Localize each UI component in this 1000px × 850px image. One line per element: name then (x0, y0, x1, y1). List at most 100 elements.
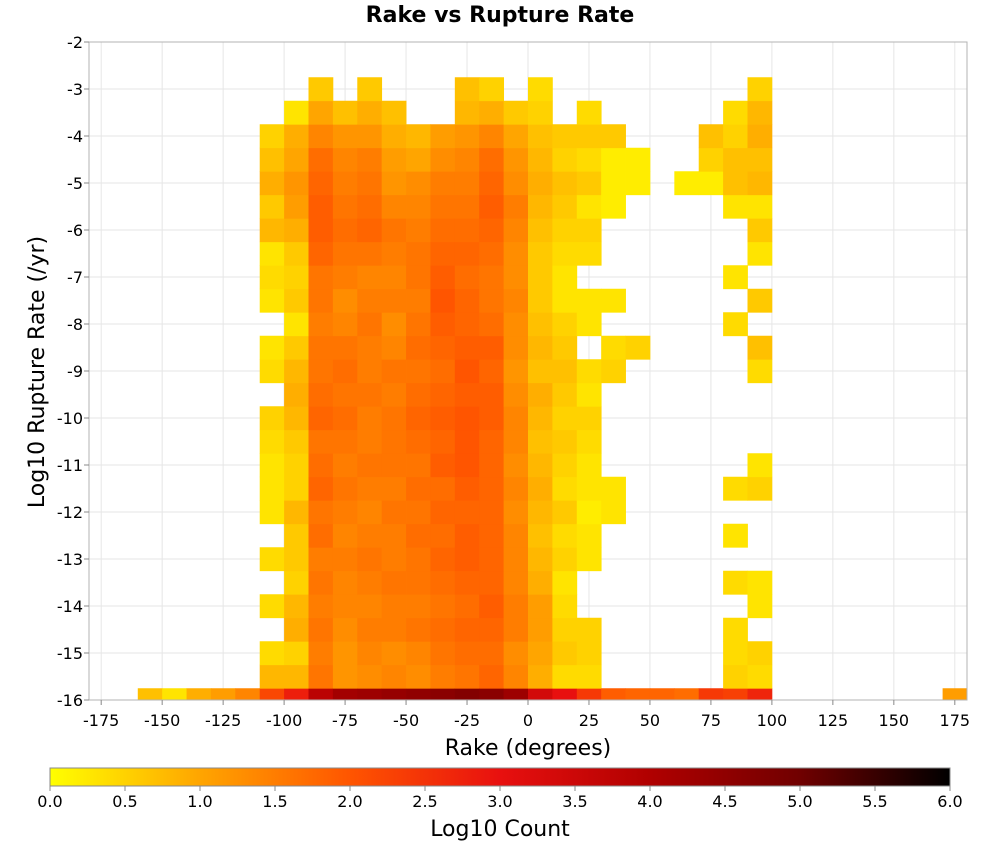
heatmap-cell (552, 218, 578, 243)
heatmap-cell (406, 476, 431, 501)
heatmap-cell (503, 288, 529, 313)
heatmap-cell (406, 147, 431, 172)
heatmap-cell (406, 406, 431, 431)
heatmap-cell (454, 288, 480, 313)
heatmap-cell (430, 500, 456, 525)
heatmap-cell (381, 171, 407, 196)
heatmap-cell (503, 641, 529, 666)
heatmap-cell (235, 688, 261, 701)
y-tick-label: -4 (67, 127, 83, 146)
heatmap-cell (625, 335, 651, 360)
heatmap-cell (381, 218, 407, 243)
heatmap-cell (454, 547, 480, 572)
heatmap-cell (528, 476, 553, 501)
heatmap-cell (259, 194, 285, 219)
heatmap-cell (454, 241, 480, 266)
heatmap-cell (284, 218, 309, 243)
y-tick-label: -5 (67, 174, 83, 193)
heatmap-cell (503, 335, 529, 360)
heatmap-cell (479, 77, 505, 102)
heatmap-cell (406, 570, 431, 595)
heatmap-cell (479, 500, 505, 525)
heatmap-cell (503, 171, 529, 196)
heatmap-cell (332, 171, 358, 196)
heatmap-cell (381, 617, 407, 642)
heatmap-cell (479, 241, 505, 266)
heatmap-cell (381, 335, 407, 360)
heatmap-cell (381, 664, 407, 689)
heatmap-cell (284, 500, 309, 525)
heatmap-cell (406, 523, 431, 548)
heatmap-cell (503, 241, 529, 266)
heatmap-cell (381, 688, 407, 701)
heatmap-cell (528, 77, 553, 102)
heatmap-cell (381, 100, 407, 125)
heatmap-cell (332, 641, 358, 666)
heatmap-cell (528, 100, 553, 125)
heatmap-cell (308, 641, 334, 666)
heatmap-cell (479, 147, 505, 172)
heatmap-cell (479, 194, 505, 219)
heatmap-cell (576, 688, 602, 701)
heatmap-cell (308, 194, 334, 219)
heatmap-cell (479, 218, 505, 243)
heatmap-cell (528, 241, 553, 266)
heatmap-cell (259, 500, 285, 525)
heatmap-cell (479, 359, 505, 384)
heatmap-cell (576, 523, 602, 548)
heatmap-cell (747, 194, 773, 219)
heatmap-cell (430, 124, 456, 149)
heatmap-cell (357, 570, 383, 595)
heatmap-cell (454, 500, 480, 525)
heatmap-cell (503, 453, 529, 478)
heatmap-cell (723, 523, 748, 548)
heatmap-cell (381, 429, 407, 454)
heatmap-cell (723, 100, 748, 125)
heatmap-cell (308, 476, 334, 501)
heatmap-cell (503, 594, 529, 619)
heatmap-cell (406, 594, 431, 619)
heatmap-cell (454, 406, 480, 431)
heatmap-cell (284, 641, 309, 666)
heatmap-cell (332, 429, 358, 454)
heatmap-cell (747, 288, 773, 313)
heatmap-cell (601, 171, 626, 196)
y-axis-ticks: -2 -3 -4 -5 -6 -7 -8 -9 -10 -11 -12 -13 -14 -15 -16 (57, 33, 89, 710)
heatmap-cell (454, 359, 480, 384)
chart-title: Rake vs Rupture Rate (366, 3, 635, 28)
y-tick-label: -10 (57, 409, 83, 428)
heatmap-cell (406, 453, 431, 478)
heatmap-cell (430, 359, 456, 384)
heatmap-cell (479, 547, 505, 572)
colorbar-label: Log10 Count (430, 817, 570, 842)
heatmap-cell (942, 688, 968, 701)
heatmap-cell (284, 359, 309, 384)
heatmap-cell (284, 382, 309, 407)
heatmap-cell (576, 664, 602, 689)
heatmap-cell (332, 100, 358, 125)
x-tick-label: 175 (940, 711, 971, 730)
heatmap-cell (259, 594, 285, 619)
heatmap-cell (576, 218, 602, 243)
heatmap-cell (479, 594, 505, 619)
heatmap-cell (576, 312, 602, 337)
heatmap-cell (332, 664, 358, 689)
heatmap-cell (454, 594, 480, 619)
heatmap-cell (601, 359, 626, 384)
heatmap-cell (332, 124, 358, 149)
heatmap-cell (528, 500, 553, 525)
heatmap-cell (528, 570, 553, 595)
heatmap-cell (552, 124, 578, 149)
heatmap-cell (406, 429, 431, 454)
y-tick-label: -2 (67, 33, 83, 52)
heatmap-cell (381, 147, 407, 172)
heatmap-cell (698, 147, 724, 172)
heatmap-cell (332, 359, 358, 384)
heatmap-cell (332, 335, 358, 360)
heatmap-cell (479, 171, 505, 196)
heatmap-cell (406, 688, 431, 701)
heatmap-cell (454, 641, 480, 666)
heatmap-cell (479, 265, 505, 290)
heatmap-cell (308, 288, 334, 313)
y-axis-label: Log10 Rupture Rate (/yr) (25, 236, 50, 508)
